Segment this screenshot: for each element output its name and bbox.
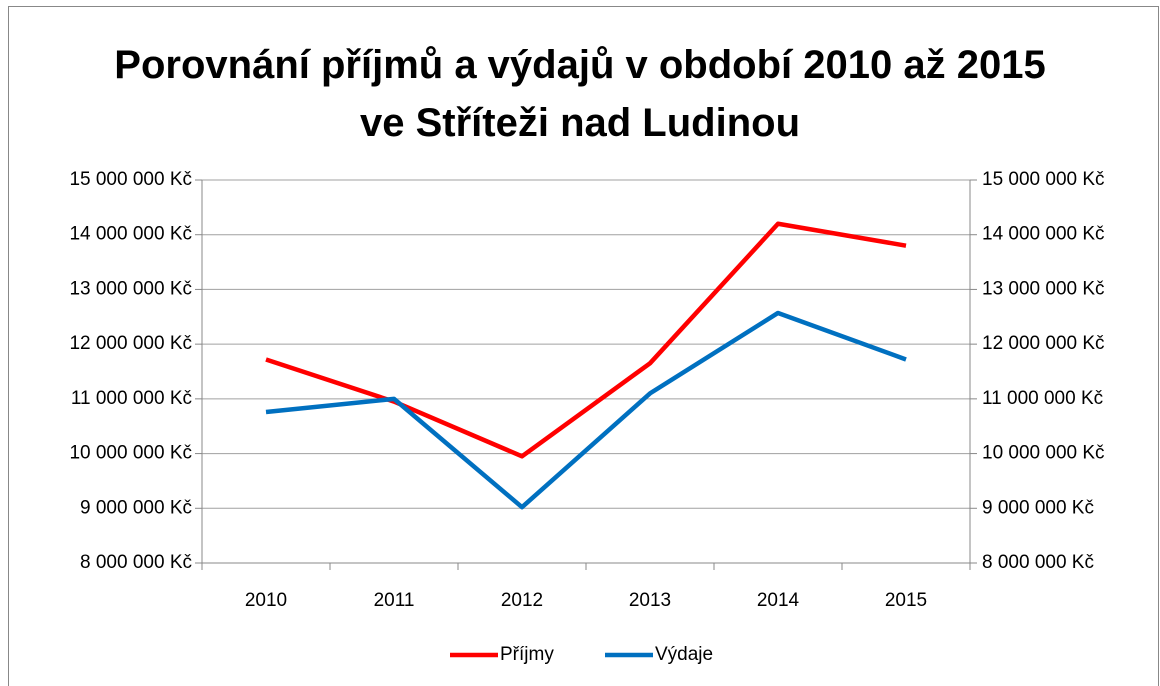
y2-tick-label: 10 000 000 Kč xyxy=(982,443,1105,464)
y2-tick-label: 12 000 000 Kč xyxy=(982,333,1105,354)
y-tick-label: 8 000 000 Kč xyxy=(80,552,192,573)
y2-tick-label: 11 000 000 Kč xyxy=(982,388,1103,409)
y-tick-label: 9 000 000 Kč xyxy=(80,497,192,518)
y-tick-label: 13 000 000 Kč xyxy=(69,278,192,299)
legend-label: Výdaje xyxy=(655,644,713,665)
line-series xyxy=(265,221,907,459)
x-tick-label: 2013 xyxy=(629,590,671,611)
y2-tick-label: 14 000 000 Kč xyxy=(982,224,1105,245)
y-tick-label: 15 000 000 Kč xyxy=(69,169,192,190)
x-tick-label: 2010 xyxy=(245,590,287,611)
y2-tick-label: 15 000 000 Kč xyxy=(982,169,1105,190)
y2-tick-label: 8 000 000 Kč xyxy=(982,552,1094,573)
x-tick-label: 2011 xyxy=(374,590,415,611)
y-tick-label: 11 000 000 Kč xyxy=(71,388,192,409)
y-tick-label: 14 000 000 Kč xyxy=(69,224,192,245)
x-tick-label: 2015 xyxy=(885,590,927,611)
chart-border xyxy=(8,6,1159,686)
chart-title: Porovnání příjmů a výdajů v období 2010 … xyxy=(114,43,1046,145)
y-tick-label: 12 000 000 Kč xyxy=(69,333,192,354)
y2-tick-label: 13 000 000 Kč xyxy=(982,278,1105,299)
line-series xyxy=(265,310,907,510)
y-tick-label: 10 000 000 Kč xyxy=(69,443,192,464)
y2-tick-label: 9 000 000 Kč xyxy=(982,497,1094,518)
x-tick-label: 2012 xyxy=(501,590,543,611)
x-tick-label: 2014 xyxy=(757,590,800,611)
legend-label: Příjmy xyxy=(500,644,554,665)
